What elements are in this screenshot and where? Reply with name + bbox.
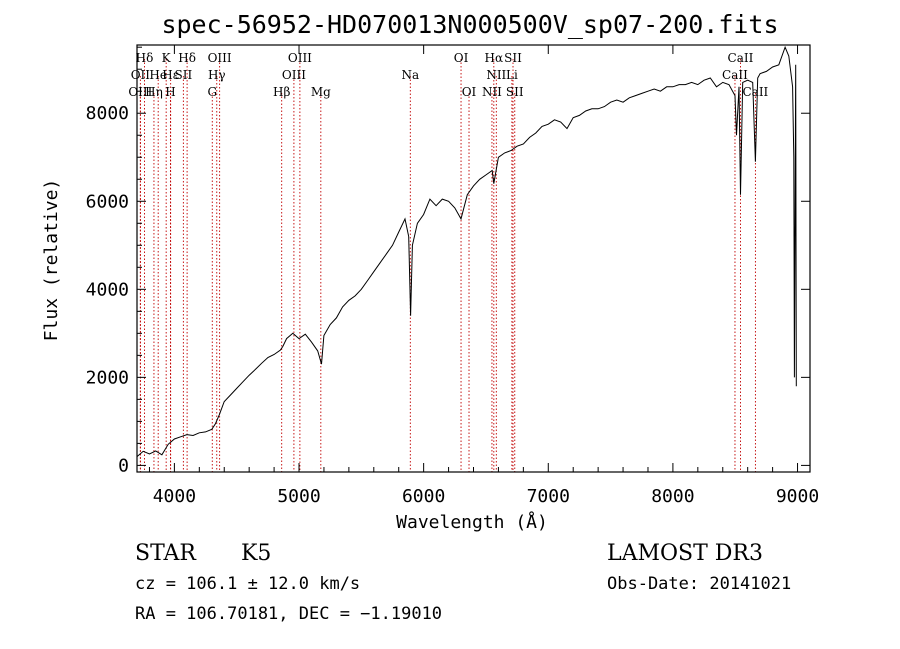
- y-tick-label-1: 2000: [86, 367, 129, 388]
- line-label-10: He: [149, 68, 167, 82]
- line-label-5: OI: [454, 51, 469, 65]
- line-label-22: G: [207, 85, 217, 99]
- coordinates-readout: RA = 106.70181, DEC = −1.19010: [135, 604, 442, 624]
- y-tick-label-4: 8000: [86, 103, 129, 124]
- line-label-0: Hδ: [136, 51, 154, 65]
- line-label-27: SII: [506, 85, 524, 99]
- x-tick-label-0: 4000: [153, 486, 196, 507]
- y-axis-label: Flux (relative): [41, 179, 62, 342]
- x-tick-label-2: 6000: [402, 486, 445, 507]
- redshift-readout: cz = 106.1 ± 12.0 km/s: [135, 574, 360, 594]
- line-label-25: OI: [462, 85, 477, 99]
- x-tick-label-1: 5000: [277, 486, 320, 507]
- x-tick-label-5: 9000: [776, 486, 819, 507]
- line-label-26: NII: [482, 85, 502, 99]
- y-tick-label-0: 0: [118, 455, 129, 476]
- object-class: STAR: [135, 541, 197, 566]
- x-tick-label-3: 7000: [527, 486, 570, 507]
- x-tick-label-4: 8000: [651, 486, 694, 507]
- line-label-24: Mg: [311, 85, 331, 99]
- line-label-12: SII: [175, 68, 193, 82]
- emission-line-markers: [139, 59, 756, 472]
- line-label-7: SII: [504, 51, 522, 65]
- line-label-1: K: [162, 51, 172, 65]
- line-label-16: NII: [486, 68, 506, 82]
- line-label-11: Hε: [162, 68, 179, 82]
- line-label-18: CaII: [722, 68, 748, 82]
- line-label-17: Li: [506, 68, 518, 82]
- line-label-8: CaII: [728, 51, 754, 65]
- line-label-21: H: [165, 85, 175, 99]
- object-subclass: K5: [241, 541, 271, 566]
- line-label-9: OII: [131, 68, 151, 82]
- plot-frame: [136, 44, 811, 473]
- survey-name: LAMOST DR3: [607, 541, 763, 566]
- line-label-23: Hβ: [273, 85, 290, 99]
- line-label-28: CaII: [742, 85, 768, 99]
- x-axis-ticks: 4000 5000 6000 7000 8000 9000: [148, 45, 819, 507]
- line-label-19: OIII: [128, 85, 152, 99]
- y-tick-label-2: 4000: [86, 279, 129, 300]
- observation-date: Obs-Date: 20141021: [607, 574, 791, 594]
- line-label-6: Hα: [485, 51, 504, 65]
- line-label-15: Na: [401, 68, 419, 82]
- line-label-4: OIII: [288, 51, 312, 65]
- x-axis-label: Wavelength (Å): [396, 511, 548, 533]
- chart-title: spec-56952-HD070013N000500V_sp07-200.fit…: [161, 10, 778, 39]
- y-axis-ticks: 0 2000 4000 6000 8000: [86, 46, 810, 476]
- line-label-14: OIII: [282, 68, 306, 82]
- line-label-2: Hδ: [178, 51, 196, 65]
- line-label-20: Hη: [145, 85, 163, 99]
- line-label-13: Hγ: [208, 68, 226, 82]
- y-tick-label-3: 6000: [86, 191, 129, 212]
- line-label-3: OIII: [208, 51, 232, 65]
- flux-series-line: [136, 45, 797, 457]
